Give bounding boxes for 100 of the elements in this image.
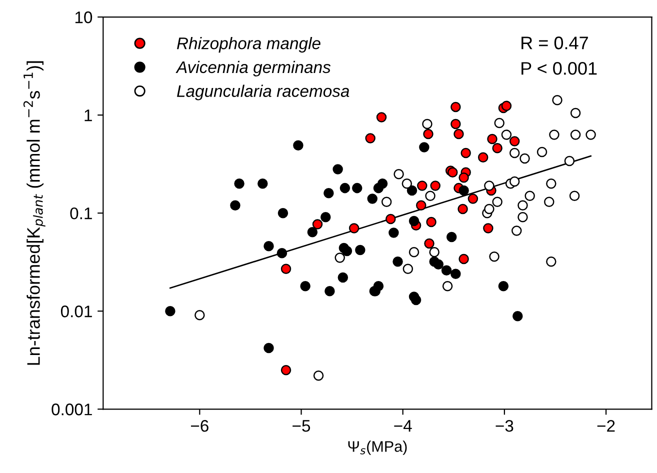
point bbox=[552, 95, 562, 106]
point bbox=[433, 259, 444, 270]
legend-label: Laguncularia racemosa bbox=[176, 84, 350, 100]
point bbox=[293, 140, 304, 151]
point bbox=[570, 108, 581, 118]
point bbox=[410, 294, 422, 306]
point bbox=[458, 204, 468, 214]
point bbox=[478, 152, 488, 163]
point bbox=[509, 148, 520, 158]
point bbox=[307, 226, 318, 238]
point bbox=[430, 180, 440, 191]
y-axis-title: Ln-transformed[K$_{plant}$ (mmol m$^{−2}$s$^{−1}$)] bbox=[23, 61, 46, 365]
point bbox=[524, 190, 535, 201]
x-tick-label: −6 bbox=[190, 420, 208, 432]
point bbox=[422, 118, 432, 130]
point bbox=[264, 342, 274, 354]
point bbox=[419, 142, 430, 152]
y-tick-label: 10 bbox=[75, 11, 92, 24]
x-tick-label: −5 bbox=[292, 420, 310, 432]
point bbox=[494, 118, 504, 128]
point bbox=[264, 241, 274, 252]
point bbox=[450, 118, 461, 130]
point bbox=[278, 208, 288, 218]
point bbox=[425, 190, 436, 201]
point bbox=[381, 196, 392, 208]
point bbox=[487, 134, 498, 144]
point bbox=[352, 182, 362, 194]
point bbox=[280, 264, 292, 274]
x-tick-label: −4 bbox=[394, 420, 412, 432]
point bbox=[324, 188, 334, 198]
point bbox=[549, 130, 560, 140]
point bbox=[448, 167, 458, 178]
point bbox=[280, 365, 292, 376]
point bbox=[348, 223, 360, 234]
point bbox=[424, 238, 434, 249]
point bbox=[300, 280, 310, 292]
point bbox=[446, 232, 457, 242]
point bbox=[569, 190, 580, 201]
point bbox=[520, 153, 530, 164]
x-tick-label: −2 bbox=[597, 420, 615, 432]
point bbox=[332, 164, 343, 174]
y-tick-label: 0.001 bbox=[52, 404, 92, 416]
point bbox=[234, 178, 244, 189]
point bbox=[450, 268, 461, 279]
point bbox=[324, 286, 335, 296]
point bbox=[458, 254, 469, 264]
point bbox=[334, 252, 345, 263]
point bbox=[518, 200, 528, 210]
point bbox=[394, 168, 404, 180]
point bbox=[388, 228, 399, 238]
point bbox=[408, 216, 420, 226]
point bbox=[392, 256, 403, 267]
x-tick-label: −3 bbox=[496, 420, 514, 432]
point bbox=[492, 142, 502, 154]
point bbox=[386, 214, 396, 224]
point bbox=[536, 146, 548, 158]
point bbox=[376, 112, 387, 122]
point bbox=[564, 156, 575, 166]
point bbox=[194, 310, 205, 320]
point bbox=[512, 310, 523, 322]
legend-label: Avicennia germinans bbox=[176, 60, 331, 76]
point bbox=[501, 100, 512, 112]
point bbox=[512, 226, 522, 236]
point bbox=[489, 251, 500, 262]
y-tick-label: 0.1 bbox=[70, 207, 92, 220]
point bbox=[342, 246, 352, 256]
point bbox=[426, 216, 436, 228]
point bbox=[276, 248, 288, 258]
point bbox=[312, 219, 323, 230]
point bbox=[230, 200, 240, 210]
point bbox=[458, 172, 469, 183]
point bbox=[483, 223, 494, 234]
point bbox=[417, 180, 428, 191]
point bbox=[460, 148, 471, 158]
point bbox=[355, 244, 366, 256]
point bbox=[450, 102, 461, 112]
point bbox=[165, 306, 176, 316]
y-tick-label: 1 bbox=[84, 110, 92, 122]
point bbox=[509, 136, 520, 146]
point bbox=[258, 178, 268, 189]
point bbox=[586, 130, 596, 140]
legend-label: Rhizophora mangle bbox=[176, 37, 320, 53]
annotation: P < 0.001 bbox=[522, 62, 597, 75]
point bbox=[484, 204, 494, 214]
point bbox=[423, 128, 434, 140]
point bbox=[509, 176, 520, 187]
point bbox=[484, 180, 494, 191]
y-tick-label: 0.01 bbox=[60, 306, 92, 318]
point bbox=[408, 246, 420, 258]
point bbox=[340, 182, 350, 194]
point bbox=[338, 272, 348, 283]
point bbox=[518, 212, 528, 222]
point bbox=[402, 264, 414, 274]
point bbox=[313, 370, 324, 381]
point bbox=[377, 178, 388, 189]
point bbox=[454, 128, 464, 140]
point bbox=[546, 178, 556, 189]
annotation: R = 0.47 bbox=[522, 36, 588, 50]
point bbox=[416, 200, 426, 210]
point bbox=[442, 280, 453, 292]
